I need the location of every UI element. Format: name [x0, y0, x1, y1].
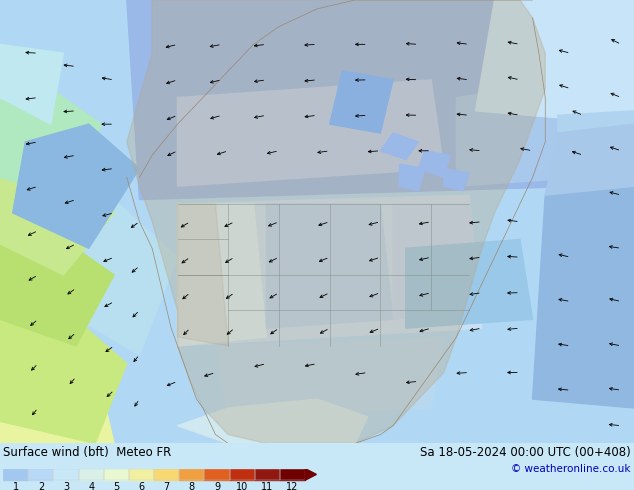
Polygon shape: [0, 301, 127, 443]
Polygon shape: [216, 337, 444, 417]
Text: 4: 4: [88, 482, 94, 490]
Polygon shape: [178, 80, 444, 186]
Bar: [53, 468, 79, 480]
Bar: [204, 468, 230, 480]
Bar: [29, 468, 53, 480]
Bar: [280, 468, 305, 480]
Bar: [204, 468, 230, 480]
Polygon shape: [0, 44, 63, 124]
Polygon shape: [0, 408, 38, 443]
Polygon shape: [406, 240, 533, 328]
Text: 6: 6: [138, 482, 145, 490]
Bar: [230, 468, 255, 480]
Text: 11: 11: [261, 482, 273, 490]
Polygon shape: [13, 124, 139, 248]
Polygon shape: [178, 399, 368, 443]
Polygon shape: [545, 124, 634, 195]
Polygon shape: [127, 0, 596, 199]
Bar: [3, 468, 29, 480]
Polygon shape: [399, 164, 425, 191]
Bar: [280, 468, 305, 480]
Polygon shape: [380, 133, 418, 160]
Polygon shape: [0, 155, 114, 275]
Bar: [129, 468, 154, 480]
Bar: [179, 468, 204, 480]
Polygon shape: [0, 364, 114, 443]
Bar: [79, 468, 104, 480]
Bar: [255, 468, 280, 480]
Text: 9: 9: [214, 482, 220, 490]
Text: 10: 10: [236, 482, 249, 490]
Bar: [104, 468, 129, 480]
Polygon shape: [330, 71, 393, 133]
Text: 3: 3: [63, 482, 69, 490]
Text: Surface wind (bft)  Meteo FR: Surface wind (bft) Meteo FR: [3, 446, 171, 459]
Text: © weatheronline.co.uk: © weatheronline.co.uk: [512, 464, 631, 474]
Bar: [79, 468, 104, 480]
Bar: [3, 468, 29, 480]
Text: 1: 1: [13, 482, 19, 490]
Polygon shape: [456, 80, 583, 186]
Bar: [255, 468, 280, 480]
Polygon shape: [0, 80, 101, 199]
Polygon shape: [178, 204, 228, 346]
Polygon shape: [418, 151, 450, 177]
Bar: [154, 468, 179, 480]
Polygon shape: [444, 169, 469, 191]
Bar: [230, 468, 255, 480]
Polygon shape: [305, 468, 316, 480]
Polygon shape: [0, 221, 114, 346]
Polygon shape: [51, 199, 178, 355]
Polygon shape: [393, 204, 482, 319]
Polygon shape: [558, 111, 634, 186]
Text: 12: 12: [287, 482, 299, 490]
Text: 5: 5: [113, 482, 120, 490]
Bar: [104, 468, 129, 480]
Text: 2: 2: [38, 482, 44, 490]
Polygon shape: [178, 195, 482, 346]
Polygon shape: [127, 0, 545, 443]
Text: Sa 18-05-2024 00:00 UTC (00+408): Sa 18-05-2024 00:00 UTC (00+408): [420, 446, 631, 459]
Bar: [154, 468, 179, 480]
Text: 8: 8: [189, 482, 195, 490]
Polygon shape: [266, 204, 393, 328]
Polygon shape: [178, 204, 266, 346]
Bar: [129, 468, 154, 480]
Polygon shape: [533, 186, 634, 408]
Polygon shape: [476, 0, 634, 124]
Bar: [179, 468, 204, 480]
Bar: [53, 468, 79, 480]
Bar: [29, 468, 53, 480]
Text: 7: 7: [164, 482, 170, 490]
